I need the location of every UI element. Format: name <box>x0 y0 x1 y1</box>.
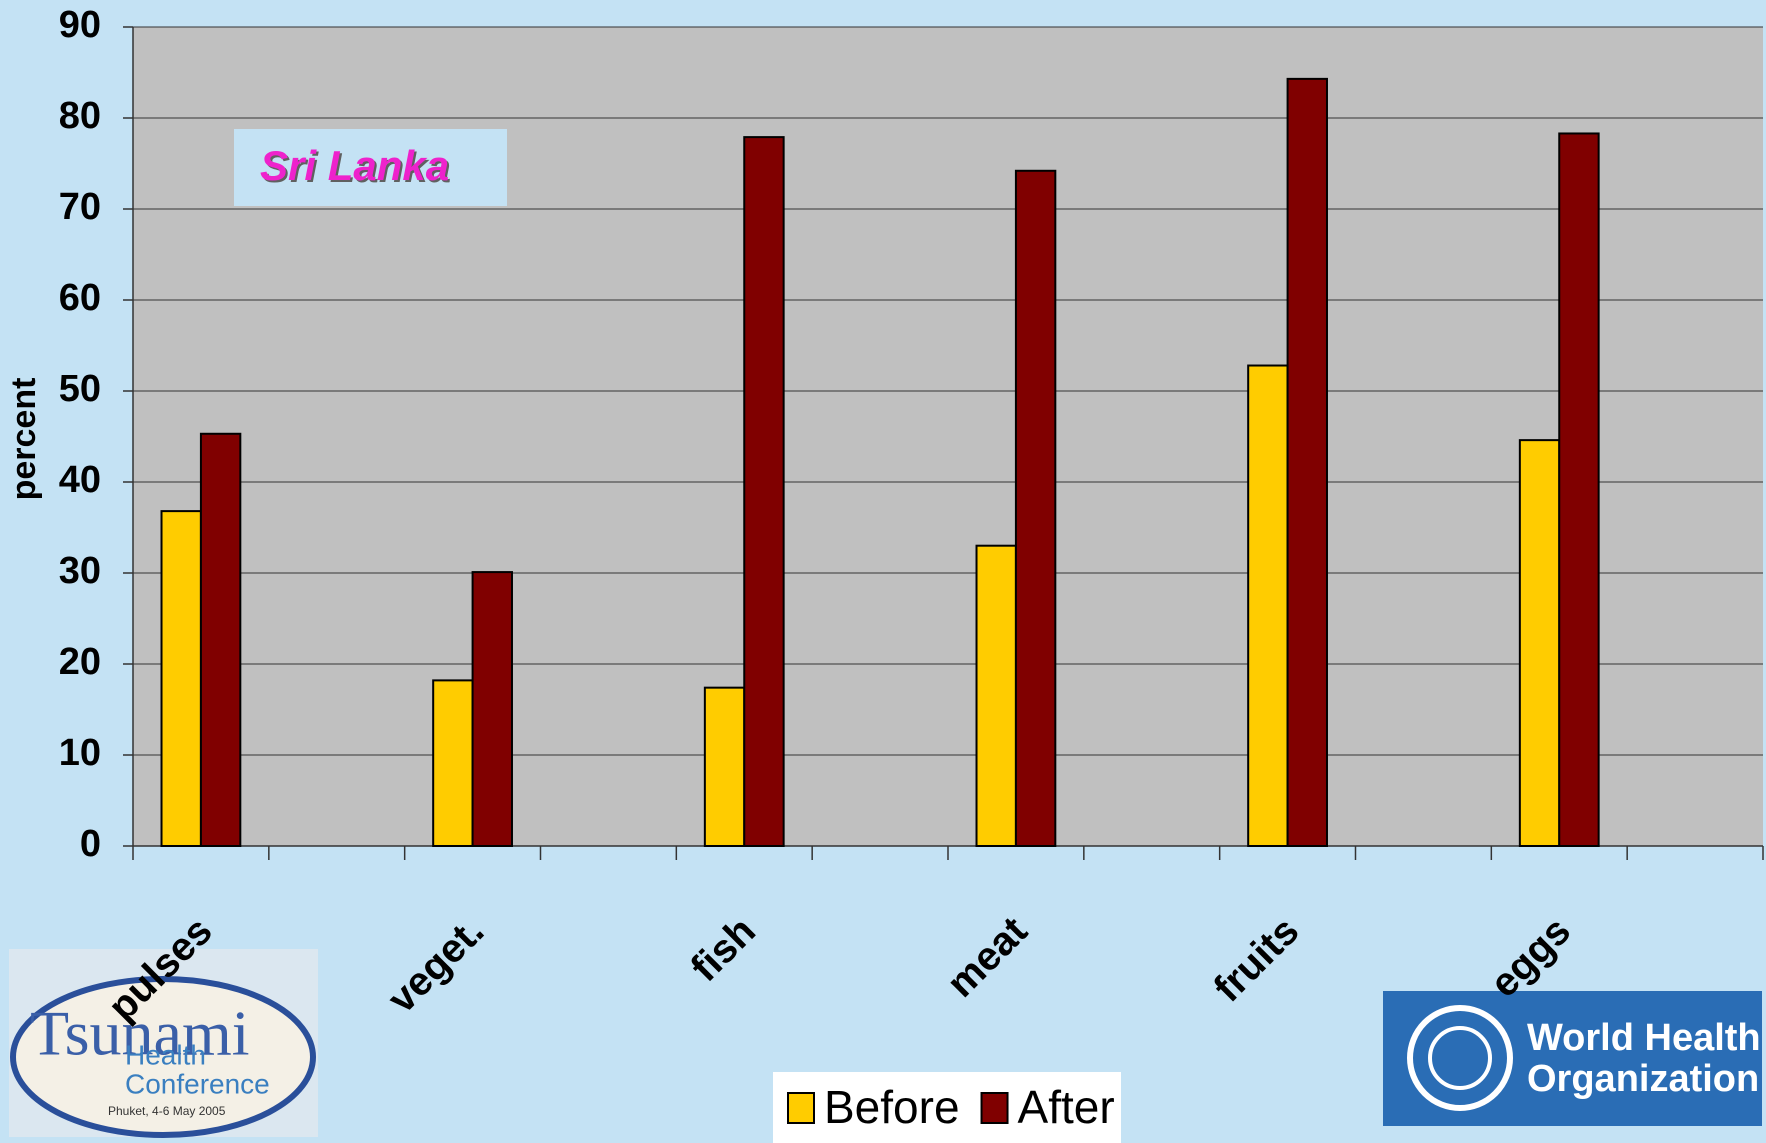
y-tick-label: 60 <box>59 277 101 319</box>
y-tick-label: 90 <box>59 4 101 46</box>
logo-emblem <box>1407 1005 1513 1111</box>
y-tick-label: 10 <box>59 732 101 774</box>
logo-title: Tsunami <box>30 998 250 1069</box>
legend <box>773 1072 1121 1143</box>
logo-text: Health <box>125 1039 206 1070</box>
bar <box>703 686 746 847</box>
logo-left: Tsunami Health Conference Phuket, 4-6 Ma… <box>9 949 318 1138</box>
bar <box>1518 439 1561 847</box>
grid <box>123 26 1764 860</box>
logo-right: World Health Organization <box>1383 991 1762 1126</box>
bar <box>432 679 474 847</box>
bar <box>471 571 513 848</box>
marks <box>160 77 1600 848</box>
annotation: Sri Lanka <box>260 142 449 189</box>
y-tick-label: 80 <box>59 95 101 137</box>
bar <box>743 136 785 848</box>
logo-emblem <box>1428 1026 1492 1090</box>
y-tick-label: 70 <box>59 186 101 228</box>
y-tick-label: 20 <box>59 641 101 683</box>
y-tick-label: 50 <box>59 368 101 410</box>
logo-caption: Phuket, 4-6 May 2005 <box>108 1104 226 1118</box>
legend-swatch <box>980 1092 1009 1124</box>
logo-text: World Health <box>1527 1017 1761 1059</box>
bar <box>199 432 242 847</box>
y-tick-label: 30 <box>59 550 101 592</box>
bar <box>975 544 1017 847</box>
legend-label: After <box>1018 1081 1115 1133</box>
logo-ellipse <box>10 976 316 1138</box>
bar <box>1247 364 1289 847</box>
annotation-box <box>234 129 507 206</box>
bar <box>160 510 202 847</box>
logo-text: Organization <box>1527 1058 1759 1100</box>
bar <box>1014 169 1057 847</box>
y-axis-title: percent <box>5 378 43 501</box>
bar <box>1286 77 1328 848</box>
logo-text: Conference <box>125 1068 270 1099</box>
bar <box>1558 132 1600 848</box>
legend-swatch <box>787 1092 815 1124</box>
y-tick-label: 0 <box>80 823 101 865</box>
legend-label: Before <box>824 1081 960 1133</box>
annotation-shadow: Sri Lanka <box>262 144 451 191</box>
y-tick-label: 40 <box>59 459 101 501</box>
